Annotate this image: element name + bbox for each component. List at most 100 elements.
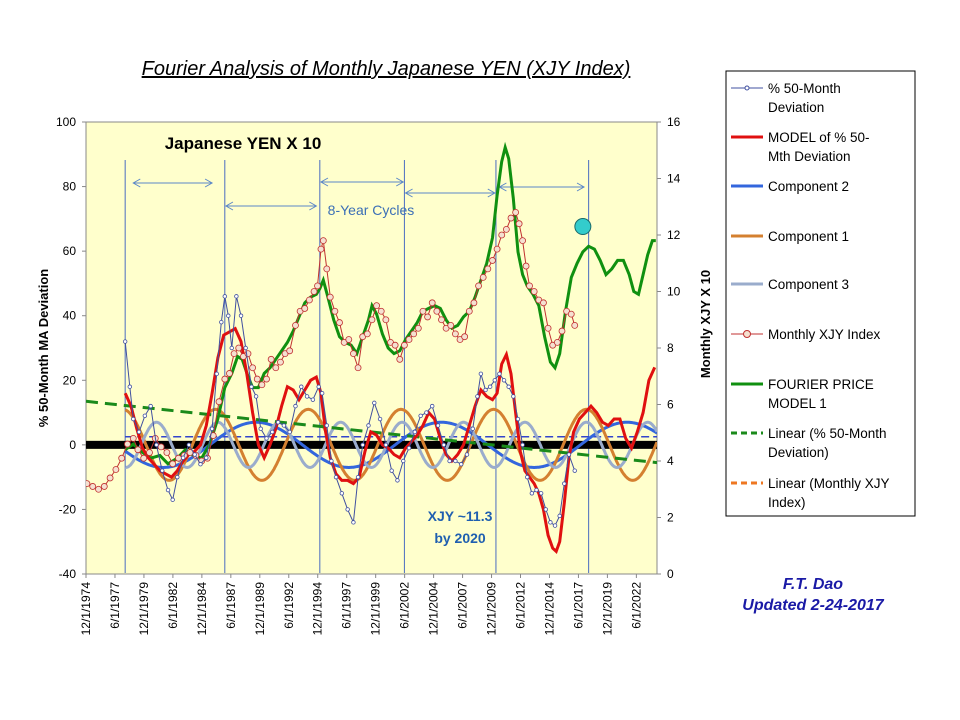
deviation-point (483, 387, 488, 393)
xjy-point (354, 364, 362, 372)
legend-label: Deviation (768, 100, 824, 115)
author-updated: Updated 2-24-2017 (742, 597, 884, 614)
forecast-annotation-line1: XJY ~11.3 (428, 508, 493, 524)
xjy-point (314, 282, 321, 290)
deviation-point (453, 458, 458, 464)
x-tick-label: 12/1/1974 (79, 582, 93, 636)
deviation-point (243, 345, 248, 351)
xjy-point (391, 341, 399, 349)
deviation-point (497, 371, 502, 377)
xjy-point (368, 316, 376, 324)
xjy-point (221, 375, 229, 383)
xjy-point (331, 307, 339, 315)
left-tick-label: 100 (56, 115, 76, 129)
x-tick-label: 12/1/2014 (542, 582, 556, 636)
deviation-point (401, 458, 406, 464)
xjy-point (526, 282, 533, 290)
xjy-point (519, 237, 526, 245)
deviation-point (275, 420, 281, 425)
legend-label: Monthly XJY Index (768, 327, 881, 342)
left-tick-label: -20 (59, 502, 77, 516)
heading-annotation: Japanese YEN X 10 (165, 134, 322, 153)
deviation-point (186, 442, 192, 448)
xjy-point (484, 265, 492, 273)
deviation-point (395, 478, 400, 483)
xjy-point (336, 319, 343, 326)
xjy-point (267, 355, 275, 363)
legend-label: MODEL of % 50- (768, 130, 870, 145)
xjy-point (544, 324, 552, 332)
legend-label: % 50-Month (768, 81, 841, 96)
chart-title: Fourier Analysis of Monthly Japanese YEN… (142, 58, 631, 80)
xjy-point (567, 310, 575, 318)
xjy-point (292, 321, 299, 329)
x-tick-label: 12/1/1994 (311, 582, 325, 636)
right-tick-label: 6 (667, 398, 674, 412)
xjy-point (438, 316, 445, 324)
author-name: F.T. Dao (783, 576, 843, 593)
deviation-point (406, 445, 412, 451)
deviation-point (136, 429, 142, 435)
right-tick-label: 8 (667, 341, 674, 355)
deviation-point (572, 468, 577, 473)
left-tick-label: 80 (63, 180, 77, 194)
xjy-point (345, 336, 353, 343)
deviation-point (160, 468, 165, 473)
deviation-point (222, 294, 228, 299)
deviation-point (351, 520, 356, 525)
x-tick-label: 12/1/2004 (427, 582, 441, 636)
deviation-point (501, 378, 507, 383)
deviation-point (339, 491, 345, 496)
left-tick-label: -40 (59, 567, 77, 581)
deviation-point (566, 452, 572, 457)
deviation-point (131, 416, 136, 422)
xjy-point (310, 288, 318, 295)
deviation-point (345, 507, 350, 512)
deviation-point (165, 487, 171, 493)
deviation-point (249, 384, 254, 389)
xjy-point (305, 296, 313, 304)
deviation-point (360, 442, 365, 448)
deviation-point (304, 394, 310, 399)
x-tick-label: 12/1/1979 (137, 582, 151, 636)
deviation-point (534, 487, 539, 493)
deviation-point (525, 474, 530, 480)
axes: -40 -20 0 20 40 60 80 100 0 2 4 6 8 10 12 14 16 12/1/1974… (36, 115, 713, 635)
x-tick-label: 12/1/2009 (485, 582, 499, 636)
xjy-point (512, 208, 520, 216)
xjy-point (326, 293, 334, 301)
x-tick-label: 12/1/1984 (195, 582, 209, 636)
legend-box (725, 70, 916, 517)
legend-label: Index) (768, 495, 806, 510)
deviation-point (238, 313, 244, 318)
xjy-point (428, 299, 436, 307)
xjy-point (226, 370, 233, 377)
xjy-point (410, 330, 418, 338)
deviation-point (475, 394, 480, 399)
series-group (86, 141, 657, 573)
deviation-point (435, 423, 441, 428)
cycle-arrow-head (576, 182, 586, 192)
deviation-point (209, 426, 215, 431)
legend-label: Component 1 (768, 229, 849, 244)
cycle-arrow-head (224, 201, 234, 211)
deviation-point (319, 391, 325, 396)
right-tick-label: 10 (667, 285, 681, 299)
xjy-point (382, 316, 390, 324)
xjy-point (272, 364, 280, 372)
xjy-point (522, 262, 530, 270)
deviation-point (270, 429, 275, 435)
deviation-point (389, 468, 394, 473)
deviation-point (552, 523, 558, 528)
legend-marker (744, 85, 750, 91)
x-tick-label: 6/1/2022 (629, 582, 643, 629)
xjy-point (461, 333, 469, 341)
xjy-point (118, 454, 126, 462)
annotations: Japanese YEN X 10 8-Year Cycles XJY ~11.… (165, 134, 885, 614)
deviation-point (515, 416, 521, 422)
deviation-point (264, 436, 269, 441)
x-tick-label: 6/1/1992 (282, 582, 296, 629)
deviation-point (175, 474, 180, 480)
xjy-point (86, 480, 91, 487)
deviation-point (418, 413, 423, 418)
